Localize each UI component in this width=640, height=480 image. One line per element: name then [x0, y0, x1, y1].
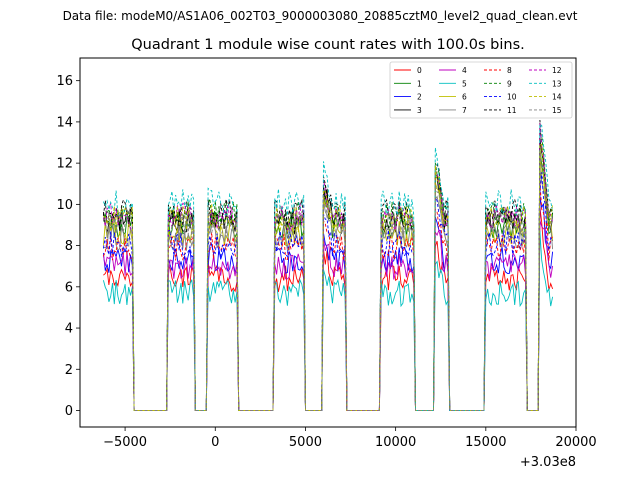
- legend-label-11: 11: [507, 106, 517, 115]
- y-tick-label: 10: [56, 198, 73, 213]
- y-axis: 0 2 4 6 8 10 12 14 16: [56, 74, 80, 419]
- legend-label-12: 12: [552, 66, 562, 75]
- legend-label-15: 15: [552, 106, 562, 115]
- legend-label-1: 1: [417, 79, 422, 88]
- y-tick-label: 8: [65, 239, 73, 254]
- figure-suptitle: Data file: modeM0/AS1A06_002T03_90000030…: [63, 9, 578, 23]
- legend-label-7: 7: [462, 106, 467, 115]
- legend-frame: [389, 61, 573, 119]
- x-tick-label: 0: [211, 435, 219, 450]
- legend-label-8: 8: [507, 66, 512, 75]
- legend-label-10: 10: [507, 93, 517, 102]
- legend-label-2: 2: [417, 93, 422, 102]
- chart-title: Quadrant 1 module wise count rates with …: [131, 37, 525, 53]
- x-tick-label: 20000: [555, 435, 596, 450]
- y-tick-label: 6: [65, 280, 73, 295]
- legend-label-3: 3: [417, 106, 422, 115]
- legend-label-9: 9: [507, 79, 512, 88]
- x-tick-label: 5000: [289, 435, 322, 450]
- legend-label-4: 4: [462, 66, 467, 75]
- x-tick-label: 10000: [375, 435, 416, 450]
- series-layer: [102, 119, 554, 411]
- x-tick-label: −5000: [103, 435, 147, 450]
- axes-frame: [79, 57, 577, 428]
- y-tick-label: 16: [56, 74, 73, 89]
- y-tick-label: 4: [65, 322, 73, 337]
- y-tick-label: 14: [56, 115, 73, 130]
- y-tick-label: 0: [65, 404, 73, 419]
- series-line-15: [103, 149, 554, 411]
- series-line-10: [102, 172, 553, 411]
- legend-label-6: 6: [462, 93, 467, 102]
- x-axis: −5000 0 5000 10000 15000 20000: [103, 427, 597, 450]
- legend-label-5: 5: [462, 79, 467, 88]
- y-tick-label: 12: [56, 157, 73, 172]
- x-offset-label: +3.03e8: [520, 455, 576, 470]
- plot-area: [79, 57, 577, 428]
- legend-label-13: 13: [552, 79, 562, 88]
- legend-label-0: 0: [417, 66, 422, 75]
- legend-label-14: 14: [552, 93, 562, 102]
- x-tick-label: 15000: [465, 435, 506, 450]
- y-tick-label: 2: [65, 363, 73, 378]
